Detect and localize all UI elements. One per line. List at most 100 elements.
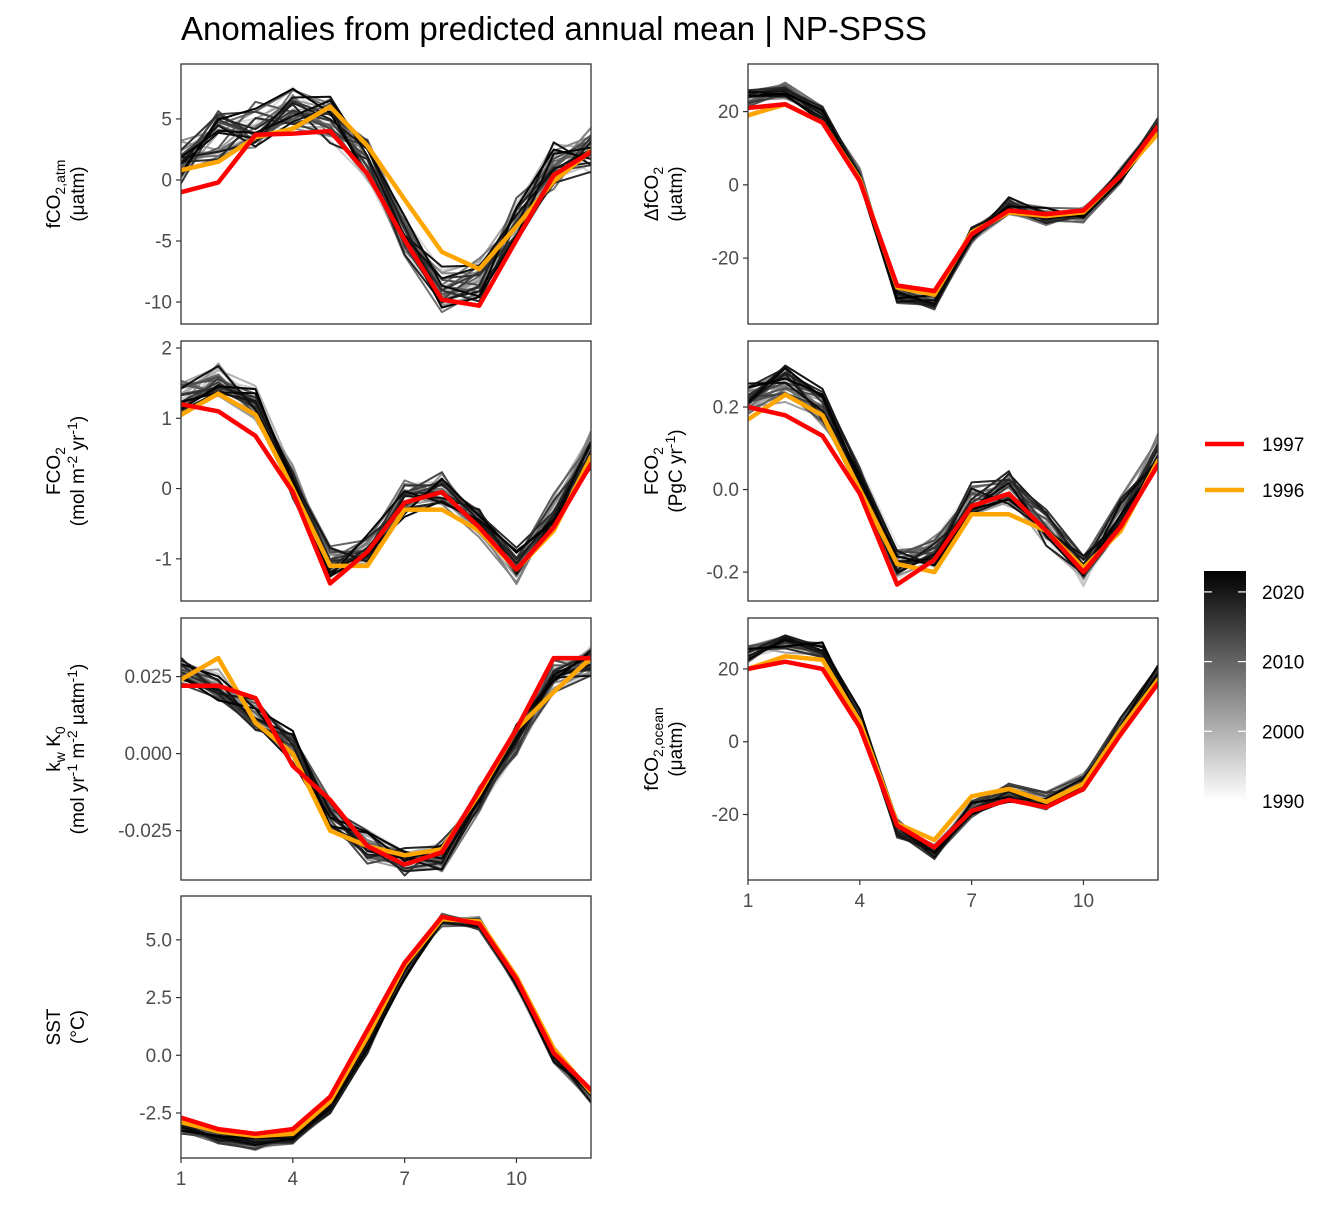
series-line-2016 [181, 386, 591, 571]
series-line-1991 [181, 656, 591, 863]
y-tick-label: 20 [718, 102, 739, 123]
x-tick-label: 4 [288, 1169, 299, 1190]
series-line-2020 [181, 659, 591, 864]
x-tick-label: 10 [506, 1169, 527, 1190]
series-line-2004 [181, 920, 591, 1151]
y-axis-label-part: 2 [650, 447, 666, 455]
series-line-1994 [181, 916, 591, 1145]
series-line-2011 [181, 912, 591, 1142]
series-line-1997 [181, 655, 591, 867]
y-axis-label-part: 2 [52, 447, 68, 455]
y-axis-label: kw K0(mol yr-1 m-2 μatm-1) [44, 664, 89, 835]
series-line-1993 [181, 914, 591, 1142]
highlight-lines [748, 392, 1158, 587]
series-line-2001 [181, 921, 591, 1142]
series-line-2008 [181, 922, 591, 1141]
series-line-2019 [181, 919, 591, 1147]
x-tick-label: 1 [176, 1169, 187, 1190]
y-axis-label-part: ) [68, 664, 89, 670]
panel-3: 0.2 0.0 -0.2 FCO2(PgC yr-1) [642, 340, 1159, 602]
y-axis-label-part: -2 [64, 730, 80, 743]
legend-label-1996: 1996 [1262, 481, 1304, 502]
series-line-1992 [181, 923, 591, 1146]
series-line-1999 [181, 647, 591, 867]
legend: 1997 1996 2020 2010 2000 1990 [1204, 435, 1304, 813]
series-line-2022 [181, 915, 591, 1146]
y-axis-label-part: -1 [64, 422, 80, 435]
y-tick-label: 0 [728, 732, 739, 753]
series-line-2018 [181, 916, 591, 1144]
series-line-2018 [181, 390, 591, 570]
series-line-1991 [181, 919, 591, 1150]
y-axis-label-part: (PgC yr [666, 448, 687, 513]
colorbar-label: 1990 [1262, 792, 1304, 813]
series-line-2023 [181, 649, 591, 863]
y-axis-label-part: (μatm) [68, 166, 89, 221]
highlight-lines [181, 104, 591, 308]
series-line-2005 [181, 655, 591, 858]
series-line-1996 [181, 655, 591, 858]
y-axis-label-part: (μatm) [666, 721, 687, 776]
series-line-2016 [181, 918, 591, 1144]
series-line-2005 [181, 917, 591, 1141]
series-line-2010 [181, 924, 591, 1145]
series-line-2021 [181, 95, 591, 280]
y-axis-label-part: 0 [52, 726, 68, 734]
series-line-2022 [181, 99, 591, 298]
highlight-lines [748, 653, 1158, 850]
y-axis-label: fCO2,ocean(μatm) [642, 707, 687, 791]
y-tick-label: 0.0 [146, 1046, 172, 1067]
year-lines [748, 634, 1158, 861]
y-axis-label-part: μatm [68, 682, 89, 730]
y-tick-label: 0 [728, 175, 739, 196]
y-axis-label-part: 2,ocean [650, 707, 666, 757]
y-axis-label-part: ) [68, 416, 89, 422]
y-axis-label-part: m [68, 743, 89, 764]
y-tick-label: 2 [161, 339, 172, 360]
colorbar-label: 2000 [1262, 722, 1304, 743]
y-axis-label: ΔfCO2(μatm) [642, 166, 687, 221]
y-axis-label: FCO2(PgC yr-1) [642, 429, 687, 512]
year-lines [181, 85, 591, 314]
y-tick-label: 0.2 [713, 398, 739, 419]
series-line-2000 [181, 917, 591, 1145]
y-axis-label-part: -1 [662, 436, 678, 449]
y-axis-label-part: (°C) [68, 1010, 89, 1044]
series-line-2012 [181, 922, 591, 1151]
year-lines [181, 912, 591, 1152]
series-line-2009 [181, 917, 591, 1148]
y-tick-label: -5 [155, 231, 172, 252]
series-line-2014 [181, 916, 591, 1144]
y-axis-label-part: (mol m [68, 468, 89, 526]
y-axis-label-part: ΔfCO [642, 175, 663, 221]
y-axis-label-part: fCO [44, 195, 65, 229]
series-line-2022 [181, 655, 591, 860]
panel-1: 20 0 -20 ΔfCO2(μatm) [642, 63, 1159, 325]
y-tick-label: 2.5 [146, 988, 172, 1009]
y-tick-label: 0.0 [713, 480, 739, 501]
panel-border [747, 340, 1159, 602]
y-axis-label-part: -1 [64, 764, 80, 777]
y-axis-label-part: SST [44, 1008, 65, 1045]
y-tick-label: 1 [161, 409, 172, 430]
series-line-1997 [181, 401, 591, 586]
series-line-1998 [181, 659, 591, 855]
series-line-2007 [181, 916, 591, 1143]
series-line-1997 [748, 102, 1158, 294]
series-line-2009 [748, 638, 1158, 855]
x-tick-label: 7 [966, 891, 977, 912]
y-axis-label-part: -1 [64, 670, 80, 683]
series-line-2023 [181, 917, 591, 1140]
panel-6: 5.0 2.5 0.0 -2.5 1 4 7 10 SST (°C) [44, 895, 592, 1190]
y-axis-label-part: K [44, 734, 65, 752]
year-lines [181, 362, 591, 586]
highlight-lines [748, 102, 1158, 297]
series-line-1992 [181, 645, 591, 866]
y-tick-label: 0.000 [124, 744, 172, 765]
y-axis-label-part: fCO [642, 757, 663, 791]
y-tick-label: -2.5 [139, 1103, 172, 1124]
y-tick-label: 5.0 [146, 930, 172, 951]
